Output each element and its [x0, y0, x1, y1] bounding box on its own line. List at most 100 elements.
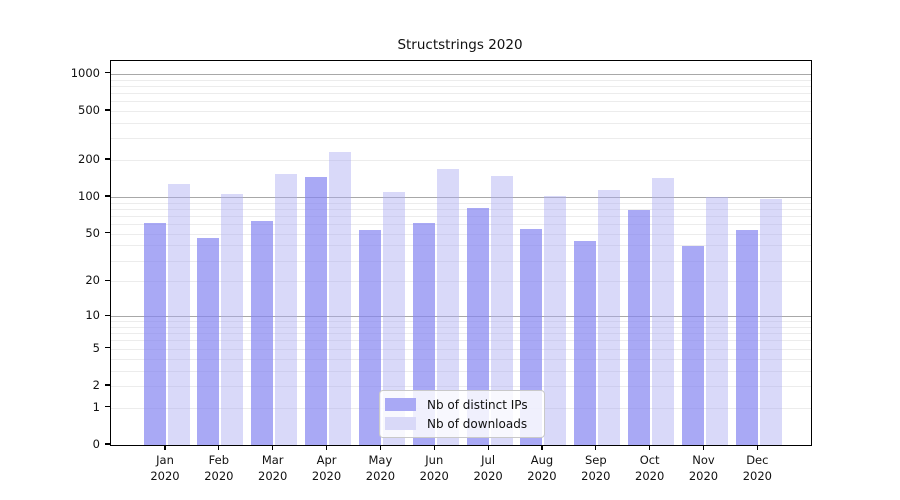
gridline-minor [111, 138, 811, 140]
plot-area [110, 60, 812, 446]
legend-item: Nb of downloads [385, 417, 536, 431]
bar-downloads-apr [329, 151, 352, 445]
x-axis-year-text: 2020 [742, 469, 772, 483]
legend-label: Nb of downloads [427, 416, 528, 431]
y-axis-tick-label: 500 [78, 103, 100, 118]
y-axis-tick-label: 1 [92, 399, 100, 414]
legend-swatch-downloads [385, 417, 416, 430]
x-axis-tick-mark [756, 445, 758, 450]
bars-layer [111, 61, 811, 445]
gridline-minor [111, 281, 811, 283]
gridline-minor [111, 385, 811, 387]
x-axis-tick-mark [702, 445, 705, 450]
x-axis-year-text: 2020 [365, 469, 396, 483]
x-axis-tick-mark [272, 445, 274, 450]
grid-layer [111, 61, 811, 445]
x-axis-tick-mark [433, 445, 435, 450]
x-axis-month-text: May [368, 453, 393, 467]
y-axis-tick-label: 20 [85, 273, 100, 288]
y-axis-tick-mark [105, 384, 110, 386]
bar-downloads-mar [275, 174, 298, 445]
y-axis-tick-label: 5 [92, 340, 100, 355]
bar-ips-sep [574, 240, 597, 445]
bar-downloads-aug [544, 195, 567, 445]
x-axis-tick-mark [379, 445, 381, 450]
y-axis-tick-mark [105, 347, 110, 349]
bar-ips-oct [628, 210, 651, 445]
gridline-minor [111, 348, 811, 350]
bar-ips-nov [682, 245, 704, 445]
gridline-minor [111, 215, 811, 217]
x-axis-label-aug: Aug 2020 [512, 452, 572, 484]
legend-swatch-ips [385, 398, 416, 411]
x-axis-month-text: Feb [208, 453, 230, 467]
x-axis-label-apr: Apr 2020 [297, 452, 357, 484]
bar-downloads-sep [598, 189, 621, 445]
x-axis-label-feb: Feb 2020 [189, 452, 249, 484]
x-axis-label-oct: Oct 2020 [620, 452, 680, 484]
gridline-major [111, 73, 811, 76]
x-axis-tick-mark [164, 445, 166, 450]
gridline-major [111, 316, 811, 318]
y-axis-tick-label: 200 [78, 152, 100, 167]
x-axis-label-dec: Dec 2020 [727, 452, 787, 484]
y-axis-tick-mark [105, 72, 110, 74]
y-axis-tick-label: 50 [85, 225, 100, 240]
x-axis-month-text: Sep [584, 453, 607, 467]
bar-ips-jun [412, 223, 435, 445]
x-axis-label-jan: Jan 2020 [135, 452, 195, 484]
gridline-minor [111, 122, 811, 124]
gridline-minor [111, 358, 811, 360]
x-axis-tick-mark [218, 445, 220, 450]
x-axis-month-text: Dec [746, 453, 769, 467]
bar-ips-mar [251, 220, 274, 445]
x-axis-year-text: 2020 [150, 469, 180, 483]
gridline-minor [111, 260, 811, 262]
x-axis-label-jul: Jul 2020 [458, 452, 518, 484]
y-axis-tick-label: 100 [78, 189, 100, 204]
x-axis-label-mar: Mar 2020 [243, 452, 303, 484]
x-axis-label-jun: Jun 2020 [404, 452, 464, 484]
x-axis-year-text: 2020 [311, 469, 342, 483]
x-axis-year-text: 2020 [688, 469, 719, 483]
legend-label: Nb of distinct IPs [427, 397, 528, 412]
x-axis-month-text: Mar [261, 453, 284, 467]
y-axis-tick-label: 1000 [70, 65, 100, 80]
gridline-minor [111, 224, 811, 226]
x-axis-tick-mark [595, 445, 597, 450]
x-axis-year-text: 2020 [581, 469, 611, 483]
legend: Nb of distinct IPs Nb of downloads [379, 390, 545, 438]
x-axis-month-text: Apr [316, 453, 337, 467]
y-axis-tick-mark [105, 109, 110, 111]
x-axis-month-text: Aug [530, 453, 554, 467]
x-axis-tick-mark [325, 445, 328, 450]
bar-ips-dec [735, 229, 758, 445]
x-axis-year-text: 2020 [473, 469, 503, 483]
gridline-major [111, 197, 811, 199]
bar-downloads-jun [436, 168, 459, 445]
x-axis-year-text: 2020 [635, 469, 665, 483]
gridline-minor [111, 92, 811, 94]
x-axis-month-text: Nov [692, 453, 715, 467]
x-axis-year-text: 2020 [204, 469, 234, 483]
gridline-minor [111, 79, 811, 81]
gridline-minor [111, 85, 811, 87]
gridline-minor [111, 321, 811, 323]
chart-title: Structstrings 2020 [397, 37, 523, 53]
bar-ips-may [358, 229, 381, 445]
bar-downloads-jul [490, 175, 513, 445]
gridline-minor [111, 333, 811, 335]
gridline-minor [111, 160, 811, 162]
gridline-minor [111, 208, 811, 210]
x-axis-year-text: 2020 [258, 469, 288, 483]
y-axis-tick-mark [105, 195, 110, 197]
x-axis-month-text: Jan [156, 453, 174, 467]
x-axis-year-text: 2020 [527, 469, 557, 483]
gridline-minor [111, 233, 811, 235]
gridline-minor [111, 326, 811, 328]
bar-ips-feb [197, 238, 220, 445]
x-axis-label-nov: Nov 2020 [674, 452, 734, 484]
y-axis-tick-mark [105, 314, 110, 316]
y-axis-tick-mark [105, 232, 110, 234]
